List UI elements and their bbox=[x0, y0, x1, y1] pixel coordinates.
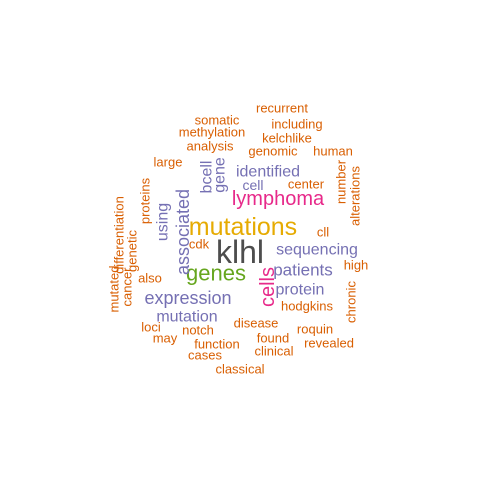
word-klhl: klhl bbox=[216, 234, 264, 270]
word-gene: gene bbox=[212, 157, 229, 193]
word-analysis: analysis bbox=[187, 139, 234, 154]
word-mutated: mutated bbox=[107, 266, 122, 313]
word-center: center bbox=[288, 177, 325, 192]
word-classical: classical bbox=[215, 362, 264, 377]
word-using: using bbox=[155, 203, 172, 241]
word-identified: identified bbox=[236, 164, 300, 181]
word-loci: loci bbox=[141, 320, 161, 335]
word-revealed: revealed bbox=[304, 336, 354, 351]
word-cdk: cdk bbox=[189, 237, 210, 252]
word-cll: cll bbox=[317, 225, 329, 240]
word-differentiation: differentiation bbox=[112, 196, 127, 274]
word-sequencing: sequencing bbox=[276, 242, 358, 259]
word-mutations: mutations bbox=[189, 213, 297, 241]
word-clinical: clinical bbox=[254, 344, 293, 359]
word-cells: cells bbox=[257, 267, 279, 307]
word-proteins: proteins bbox=[138, 177, 153, 224]
word-human: human bbox=[313, 144, 353, 159]
word-genomic: genomic bbox=[248, 144, 298, 159]
word-including: including bbox=[271, 117, 322, 132]
word-disease: disease bbox=[234, 316, 279, 331]
word-large: large bbox=[154, 155, 183, 170]
word-mutation: mutation bbox=[156, 309, 217, 326]
word-cases: cases bbox=[188, 348, 222, 363]
word-genetic: genetic bbox=[125, 230, 140, 272]
word-methylation: methylation bbox=[179, 125, 245, 140]
word-expression: expression bbox=[144, 288, 231, 308]
word-bcell: bcell bbox=[199, 161, 216, 194]
word-kelchlike: kelchlike bbox=[262, 131, 312, 146]
word-chronic: chronic bbox=[344, 281, 359, 323]
word-notch: notch bbox=[182, 323, 214, 338]
word-associated: associated bbox=[173, 189, 193, 275]
word-cell: cell bbox=[242, 177, 263, 193]
word-high: high bbox=[344, 258, 369, 273]
word-may: may bbox=[153, 331, 178, 346]
word-protein: protein bbox=[276, 282, 325, 299]
word-also: also bbox=[138, 271, 162, 286]
word-cancer: cancer bbox=[120, 267, 135, 307]
word-patients: patients bbox=[273, 261, 333, 280]
word-roquin: roquin bbox=[297, 322, 333, 337]
word-hodgkins: hodgkins bbox=[281, 299, 334, 314]
word-alterations: alterations bbox=[348, 166, 363, 226]
word-lymphoma: lymphoma bbox=[232, 188, 325, 210]
word-genes: genes bbox=[186, 261, 246, 286]
word-found: found bbox=[257, 331, 290, 346]
word-somatic: somatic bbox=[195, 113, 240, 128]
word-function: function bbox=[194, 337, 240, 352]
word-number: number bbox=[334, 159, 349, 204]
word-recurrent: recurrent bbox=[256, 101, 308, 116]
